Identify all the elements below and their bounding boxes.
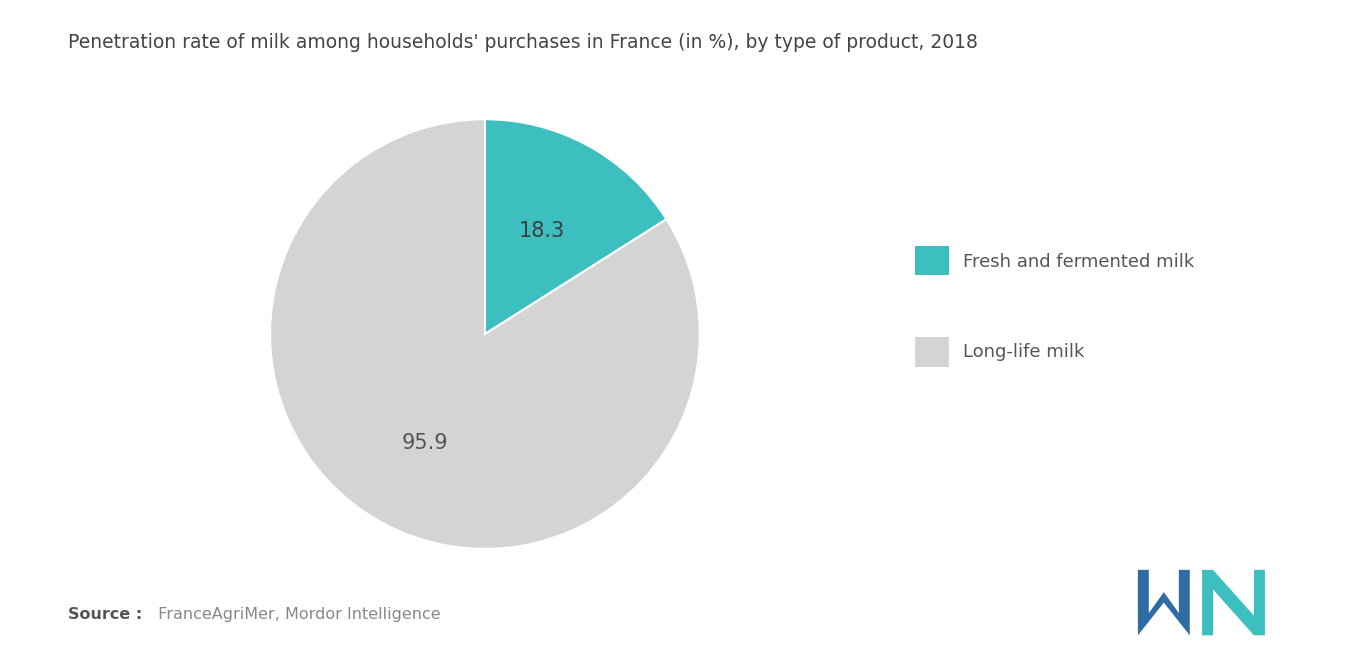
Text: FranceAgriMer, Mordor Intelligence: FranceAgriMer, Mordor Intelligence bbox=[153, 607, 441, 622]
Text: 18.3: 18.3 bbox=[519, 221, 566, 240]
Text: Penetration rate of milk among households' purchases in France (in %), by type o: Penetration rate of milk among household… bbox=[68, 33, 978, 52]
Wedge shape bbox=[270, 119, 699, 549]
Text: Fresh and fermented milk: Fresh and fermented milk bbox=[963, 253, 1194, 271]
Text: Long-life milk: Long-life milk bbox=[963, 343, 1085, 362]
Text: Source :: Source : bbox=[68, 607, 142, 622]
Polygon shape bbox=[1138, 570, 1190, 635]
Text: 95.9: 95.9 bbox=[402, 433, 448, 453]
Wedge shape bbox=[485, 119, 667, 334]
Polygon shape bbox=[1202, 570, 1265, 635]
